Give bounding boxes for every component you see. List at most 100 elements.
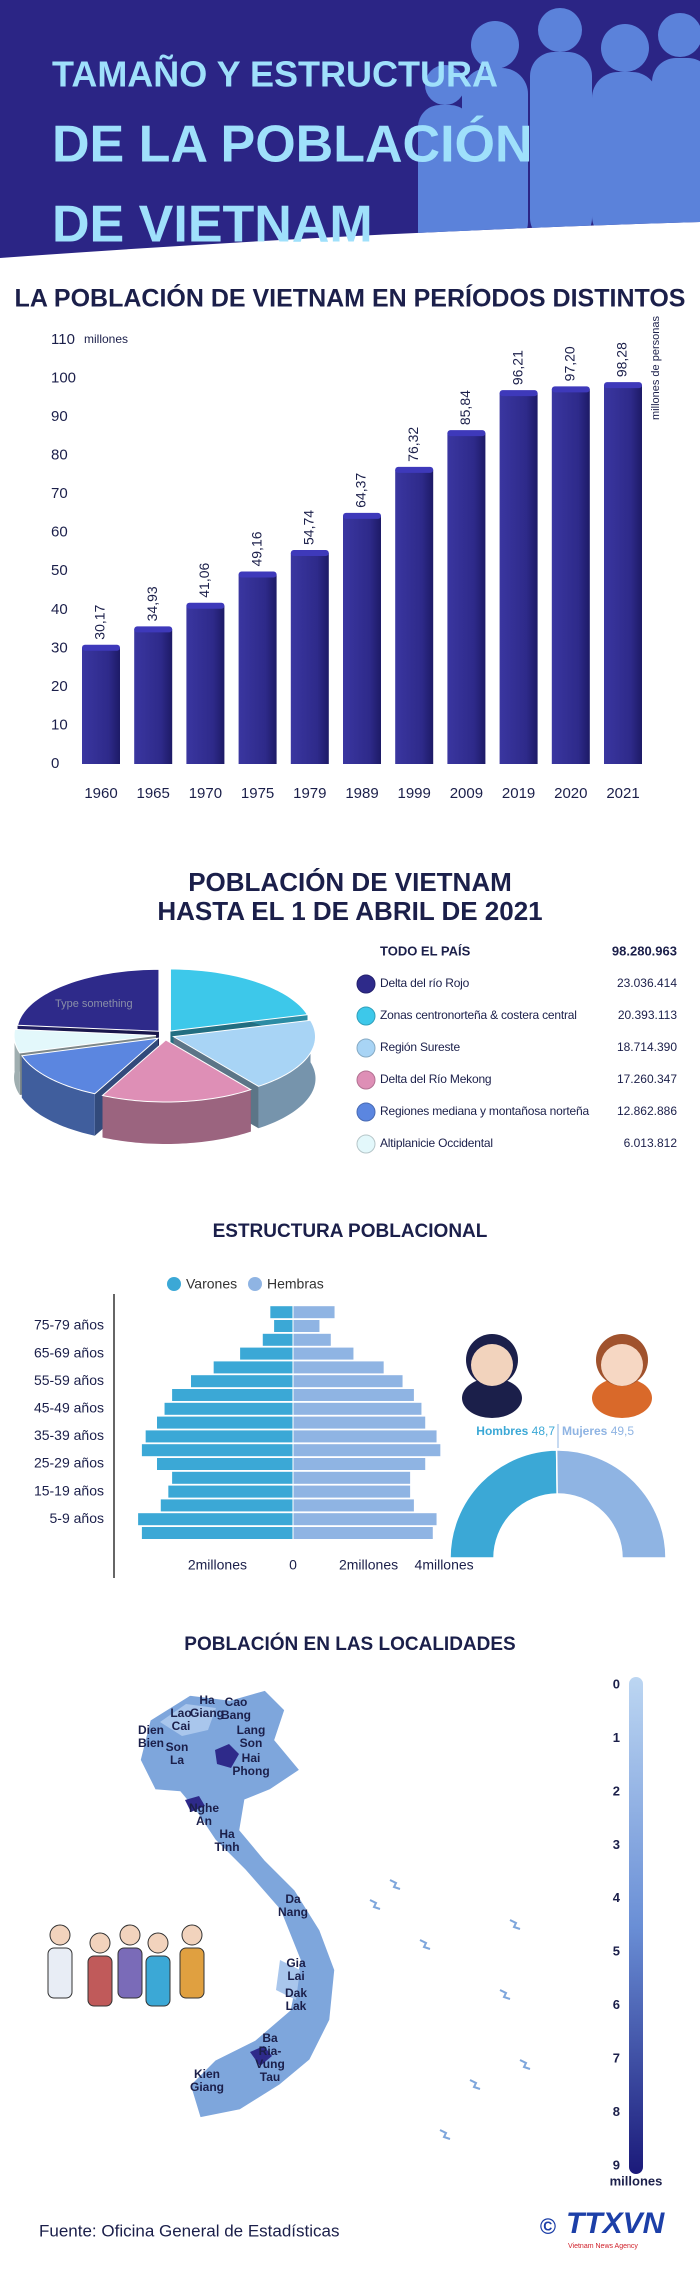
y-tick-label: 0	[51, 755, 59, 772]
slice	[21, 1037, 160, 1095]
colorbar-tick-label: 9	[613, 2157, 620, 2172]
bar-male	[191, 1375, 293, 1388]
body-shape	[462, 68, 528, 248]
legend-marker	[356, 1038, 376, 1058]
illustration	[471, 1344, 513, 1386]
bar-female	[293, 1458, 426, 1470]
x-tick-label: 1975	[241, 785, 274, 802]
y-tick-label: 80	[51, 447, 68, 464]
legend-label: Delta del río Rojo	[380, 976, 470, 990]
bar-female	[293, 1375, 403, 1388]
bar	[290, 553, 329, 764]
chart-title: ESTRUCTURA POBLACIONAL	[213, 1221, 488, 1242]
silhouettes	[418, 8, 700, 255]
y-tick-label: 60	[51, 524, 68, 541]
bar-female	[293, 1389, 414, 1401]
place-label: Dien Bien	[137, 1723, 165, 1750]
illustration	[47, 1947, 73, 1999]
bar-female	[293, 1444, 441, 1457]
bar-male	[168, 1485, 293, 1498]
legend-label: Zonas centronorteña & costera central	[380, 1008, 577, 1022]
bar	[343, 515, 381, 764]
y-tick-label: 35-39 años	[34, 1427, 104, 1443]
head	[425, 65, 465, 105]
bar-male	[157, 1458, 293, 1470]
header-title: DE LA POBLACIÓN	[52, 116, 533, 174]
header-title: DE VIETNAM	[52, 196, 373, 254]
total-label: TODO EL PAÍS	[380, 943, 471, 958]
header-title: TAMAÑO Y ESTRUCTURA	[52, 53, 498, 95]
category-label: Hombres	[476, 1424, 528, 1438]
legend-label: Varones	[186, 1276, 237, 1292]
x-tick-label: 2009	[450, 785, 483, 802]
colorbar-tick-label: 0	[613, 1676, 620, 1691]
legend-value: 12.862.886	[617, 1104, 677, 1118]
bar-male	[164, 1402, 293, 1415]
slice	[101, 1039, 252, 1103]
donut-segment	[449, 1449, 558, 1559]
region-shape	[160, 1704, 300, 2000]
bar	[499, 393, 538, 764]
y-tick-label: 50	[51, 562, 68, 579]
bar	[395, 469, 434, 764]
illustration	[145, 1955, 171, 2007]
bar	[604, 385, 642, 764]
bar	[238, 574, 277, 764]
bar-female	[293, 1430, 437, 1443]
value-label: 41,06	[196, 562, 212, 597]
place-label: Ha Giang	[190, 1693, 225, 1720]
body-shape	[652, 58, 700, 248]
bar	[134, 629, 173, 764]
bar-female	[293, 1306, 335, 1319]
value-label: 48,7	[532, 1424, 556, 1438]
legend-value: 20.393.113	[618, 1008, 677, 1022]
x-tick-label: 2millones	[339, 1557, 398, 1573]
bar-top	[395, 466, 434, 473]
bar	[82, 647, 120, 764]
bar-female	[293, 1402, 422, 1415]
legend-value: 17.260.347	[617, 1072, 677, 1086]
value-label: 30,17	[92, 604, 108, 639]
x-tick-label: 1970	[189, 785, 222, 802]
value-label: 54,74	[301, 510, 317, 545]
place-label: Cao Bang	[221, 1695, 251, 1722]
country-shape	[139, 1689, 336, 2119]
y-tick-label: 45-49 años	[34, 1400, 104, 1416]
bar-female	[293, 1513, 437, 1526]
bar-female	[293, 1333, 331, 1346]
chart-title: LA POBLACIÓN DE VIETNAM EN PERÍODOS DIST…	[15, 283, 686, 313]
illustration	[49, 1924, 71, 1946]
legend-marker	[356, 974, 376, 994]
place-label: Dak Lak	[284, 1986, 308, 2013]
bar-top	[290, 550, 329, 557]
colorbar-tick-label: 7	[613, 2051, 620, 2066]
x-tick-label: 1960	[84, 785, 117, 802]
bar-male	[172, 1389, 293, 1401]
illustration	[181, 1924, 203, 1946]
x-tick-label: 2021	[606, 785, 639, 802]
y-tick-label: 65-69 años	[34, 1344, 104, 1360]
legend-value: 6.013.812	[624, 1136, 678, 1150]
slice	[171, 1019, 317, 1087]
value-label: 49,16	[248, 531, 264, 566]
legend-marker	[248, 1277, 262, 1291]
bar-top	[551, 386, 590, 393]
bar	[186, 605, 225, 764]
x-tick-label: 0	[289, 1557, 297, 1573]
bar-top	[604, 382, 642, 389]
colorbar-tick-label: 1	[613, 1730, 620, 1745]
y-tick-label: 30	[51, 639, 68, 656]
colorbar-label: millones	[610, 2173, 663, 2188]
y-tick-label: 110	[51, 331, 75, 348]
bar-top	[343, 512, 381, 519]
y-tick-label: 70	[51, 485, 68, 502]
bar-female	[293, 1416, 426, 1429]
total-value: 98.280.963	[612, 943, 677, 958]
colorbar-tick-label: 6	[613, 1997, 620, 2012]
donut-label: Hombres 48,7	[476, 1424, 555, 1438]
bar-male	[141, 1444, 293, 1457]
island	[509, 1919, 521, 1930]
bar-top	[238, 571, 277, 578]
place-label: Gia Lai	[286, 1956, 306, 1983]
